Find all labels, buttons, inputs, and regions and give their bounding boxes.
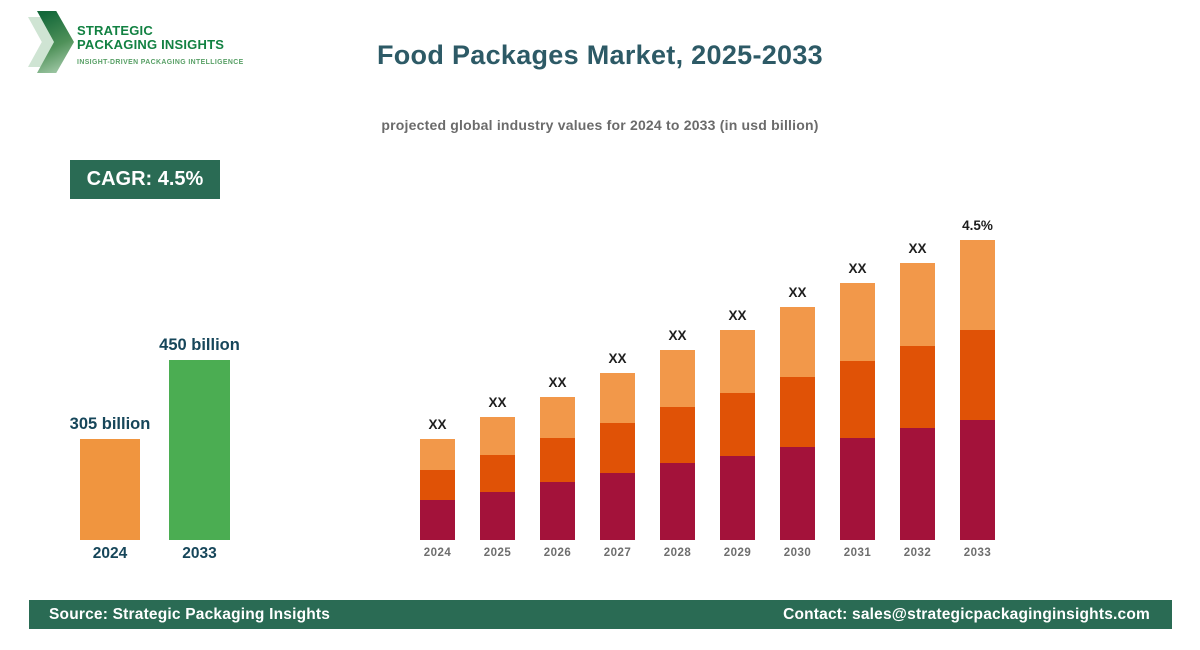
growth-summary-chart: 305 billion 2024 450 billion 2033 <box>60 320 250 565</box>
stacked-bar-year-label: 2024 <box>423 547 452 559</box>
stacked-bar-year-label: 2033 <box>963 547 992 559</box>
stacked-bar-2027-segment-bottom <box>600 473 635 540</box>
stacked-bar-2025-segment-bottom <box>480 492 515 540</box>
footer-bar: Source: Strategic Packaging Insights Con… <box>29 600 1172 629</box>
stacked-bar-year-label: 2030 <box>783 547 812 559</box>
mini-bar-2024 <box>80 439 140 540</box>
stacked-bar-2030-segment-bottom <box>780 447 815 540</box>
stacked-bar-2030-segment-middle <box>780 377 815 447</box>
stacked-bar-value-label: XX <box>548 375 567 390</box>
stacked-bar-value-label: XX <box>428 417 447 432</box>
stacked-bar-year-label: 2027 <box>603 547 632 559</box>
stacked-bar-2031-segment-middle <box>840 361 875 438</box>
stacked-bar-2029-segment-top <box>720 330 755 393</box>
stacked-bar-2024-segment-top <box>420 439 455 470</box>
stacked-bar-2027-segment-middle <box>600 423 635 473</box>
brand-text-block: STRATEGIC PACKAGING INSIGHTS INSIGHT-DRI… <box>77 11 244 73</box>
cagr-badge: CAGR: 4.5% <box>70 160 220 199</box>
stacked-bar-2028-segment-middle <box>660 407 695 463</box>
stacked-bar-value-label: XX <box>608 351 627 366</box>
stacked-bar-2029-segment-bottom <box>720 456 755 540</box>
stacked-bar-2032-segment-middle <box>900 346 935 428</box>
page-title: Food Packages Market, 2025-2033 <box>376 40 824 70</box>
footer-contact: Contact: sales@strategicpackaginginsight… <box>783 605 1150 623</box>
stacked-bar-2027-segment-top <box>600 373 635 423</box>
double-chevron-right-icon <box>28 11 76 73</box>
stacked-bar-2028-segment-top <box>660 350 695 407</box>
stacked-bar-year-label: 2028 <box>663 547 692 559</box>
stacked-bar-value-label: XX <box>788 285 807 300</box>
brand-name-line1: STRATEGIC <box>77 23 153 38</box>
stacked-bar-2026-segment-bottom <box>540 482 575 540</box>
brand-name-line2: PACKAGING INSIGHTS <box>77 37 225 52</box>
stacked-bar-value-label: XX <box>488 395 507 410</box>
footer-source: Source: Strategic Packaging Insights <box>49 605 331 623</box>
stacked-bar-2032-segment-top <box>900 263 935 346</box>
brand-tagline: INSIGHT-DRIVEN PACKAGING INTELLIGENCE <box>77 59 244 66</box>
stacked-bar-2033-segment-top <box>960 240 995 330</box>
stacked-bar-2030-segment-top <box>780 307 815 377</box>
stacked-bar-value-label: XX <box>908 241 927 256</box>
mini-bar-year-label: 2024 <box>92 545 128 562</box>
stacked-bar-2033-segment-middle <box>960 330 995 420</box>
mini-bar-value-label: 450 billion <box>159 336 240 354</box>
stacked-bar-year-label: 2025 <box>483 547 512 559</box>
stacked-bar-2032-segment-bottom <box>900 428 935 540</box>
stacked-bar-2024-segment-middle <box>420 470 455 500</box>
stacked-bar-year-label: 2031 <box>843 547 872 559</box>
stacked-bar-2024-segment-bottom <box>420 500 455 540</box>
stacked-bar-2028-segment-bottom <box>660 463 695 540</box>
stacked-bar-2029-segment-middle <box>720 393 755 456</box>
mini-bar-year-label: 2033 <box>182 545 217 562</box>
yearly-stacked-chart: XX 2024 XX 2025 XX 2026 XX 2027 XX 2028 XX 2029 XX 20… <box>410 195 1020 565</box>
page-subtitle: projected global industry values for 202… <box>381 117 819 133</box>
stacked-bar-year-label: 2026 <box>543 547 572 559</box>
stacked-bar-2026-segment-middle <box>540 438 575 482</box>
stacked-bar-value-label: 4.5% <box>962 218 993 233</box>
mini-bar-value-label: 305 billion <box>69 415 151 433</box>
stacked-bar-2031-segment-bottom <box>840 438 875 540</box>
stacked-bar-2025-segment-middle <box>480 455 515 492</box>
mini-bar-2033 <box>169 360 230 540</box>
stacked-bar-year-label: 2032 <box>903 547 932 559</box>
stacked-bar-value-label: XX <box>848 261 867 276</box>
stacked-bar-value-label: XX <box>668 328 687 343</box>
stacked-bar-2026-segment-top <box>540 397 575 438</box>
stacked-bar-2031-segment-top <box>840 283 875 361</box>
stacked-bar-value-label: XX <box>728 308 747 323</box>
stacked-bar-2033-segment-bottom <box>960 420 995 540</box>
stacked-bar-year-label: 2029 <box>723 547 752 559</box>
stacked-bar-2025-segment-top <box>480 417 515 455</box>
brand-logo: STRATEGIC PACKAGING INSIGHTS INSIGHT-DRI… <box>28 11 244 73</box>
